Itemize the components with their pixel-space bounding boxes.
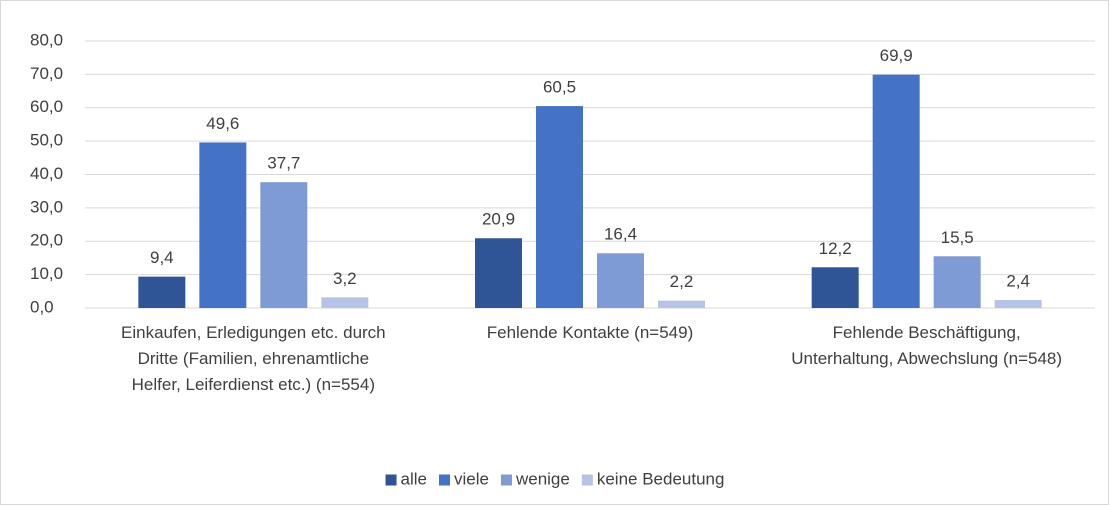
- bar: [536, 106, 583, 308]
- bar: [597, 253, 644, 308]
- data-label: 16,4: [604, 225, 637, 244]
- legend-swatch: [500, 474, 512, 486]
- data-label: 2,2: [670, 272, 694, 291]
- data-label: 20,9: [482, 210, 515, 229]
- bar: [872, 74, 920, 309]
- bar: [933, 256, 981, 308]
- y-tick-label: 70,0: [30, 64, 63, 83]
- legend-label: wenige: [515, 469, 570, 488]
- data-label: 37,7: [267, 154, 300, 173]
- y-tick-label: 0,0: [30, 297, 54, 316]
- data-label: 9,4: [150, 248, 174, 267]
- bar: [138, 276, 186, 308]
- x-tick-label: Fehlende Kontakte (n=549): [486, 323, 694, 342]
- x-tick-label-box: Fehlende Kontakte (n=549): [486, 323, 694, 342]
- y-tick-label: 50,0: [30, 131, 63, 150]
- data-label: 2,4: [1006, 271, 1030, 290]
- bar: [260, 182, 308, 308]
- data-label: 60,5: [543, 78, 576, 97]
- data-label: 69,9: [880, 46, 913, 65]
- x-tick-label: Fehlende Beschäftigung, Unterhaltung, Ab…: [791, 323, 1063, 368]
- bar: [994, 299, 1042, 308]
- y-tick-label: 80,0: [30, 30, 63, 49]
- bar: [321, 297, 369, 308]
- y-tick-label: 20,0: [30, 231, 63, 250]
- data-label: 12,2: [819, 239, 852, 258]
- y-tick-label: 30,0: [30, 197, 63, 216]
- legend-swatch: [385, 474, 397, 486]
- bar: [658, 300, 705, 308]
- y-tick-label: 60,0: [30, 97, 63, 116]
- y-tick-label: 10,0: [30, 264, 63, 283]
- legend-label: viele: [454, 469, 489, 488]
- y-tick-label: 40,0: [30, 164, 63, 183]
- legend-label: keine Bedeutung: [597, 469, 725, 488]
- bar: [811, 267, 859, 308]
- legend-swatch: [581, 474, 593, 486]
- x-tick-label-box: Fehlende Beschäftigung, Unterhaltung, Ab…: [791, 323, 1063, 368]
- legend-label: alle: [401, 469, 427, 488]
- x-tick-label: Einkaufen, Erledigungen etc. durch Dritt…: [121, 323, 386, 394]
- x-tick-label-box: Einkaufen, Erledigungen etc. durch Dritt…: [121, 323, 386, 394]
- data-label: 49,6: [206, 114, 239, 133]
- legend-swatch: [439, 474, 451, 486]
- data-label: 15,5: [941, 228, 974, 247]
- data-label: 3,2: [333, 269, 357, 288]
- bar: [199, 142, 247, 308]
- bar: [475, 238, 522, 308]
